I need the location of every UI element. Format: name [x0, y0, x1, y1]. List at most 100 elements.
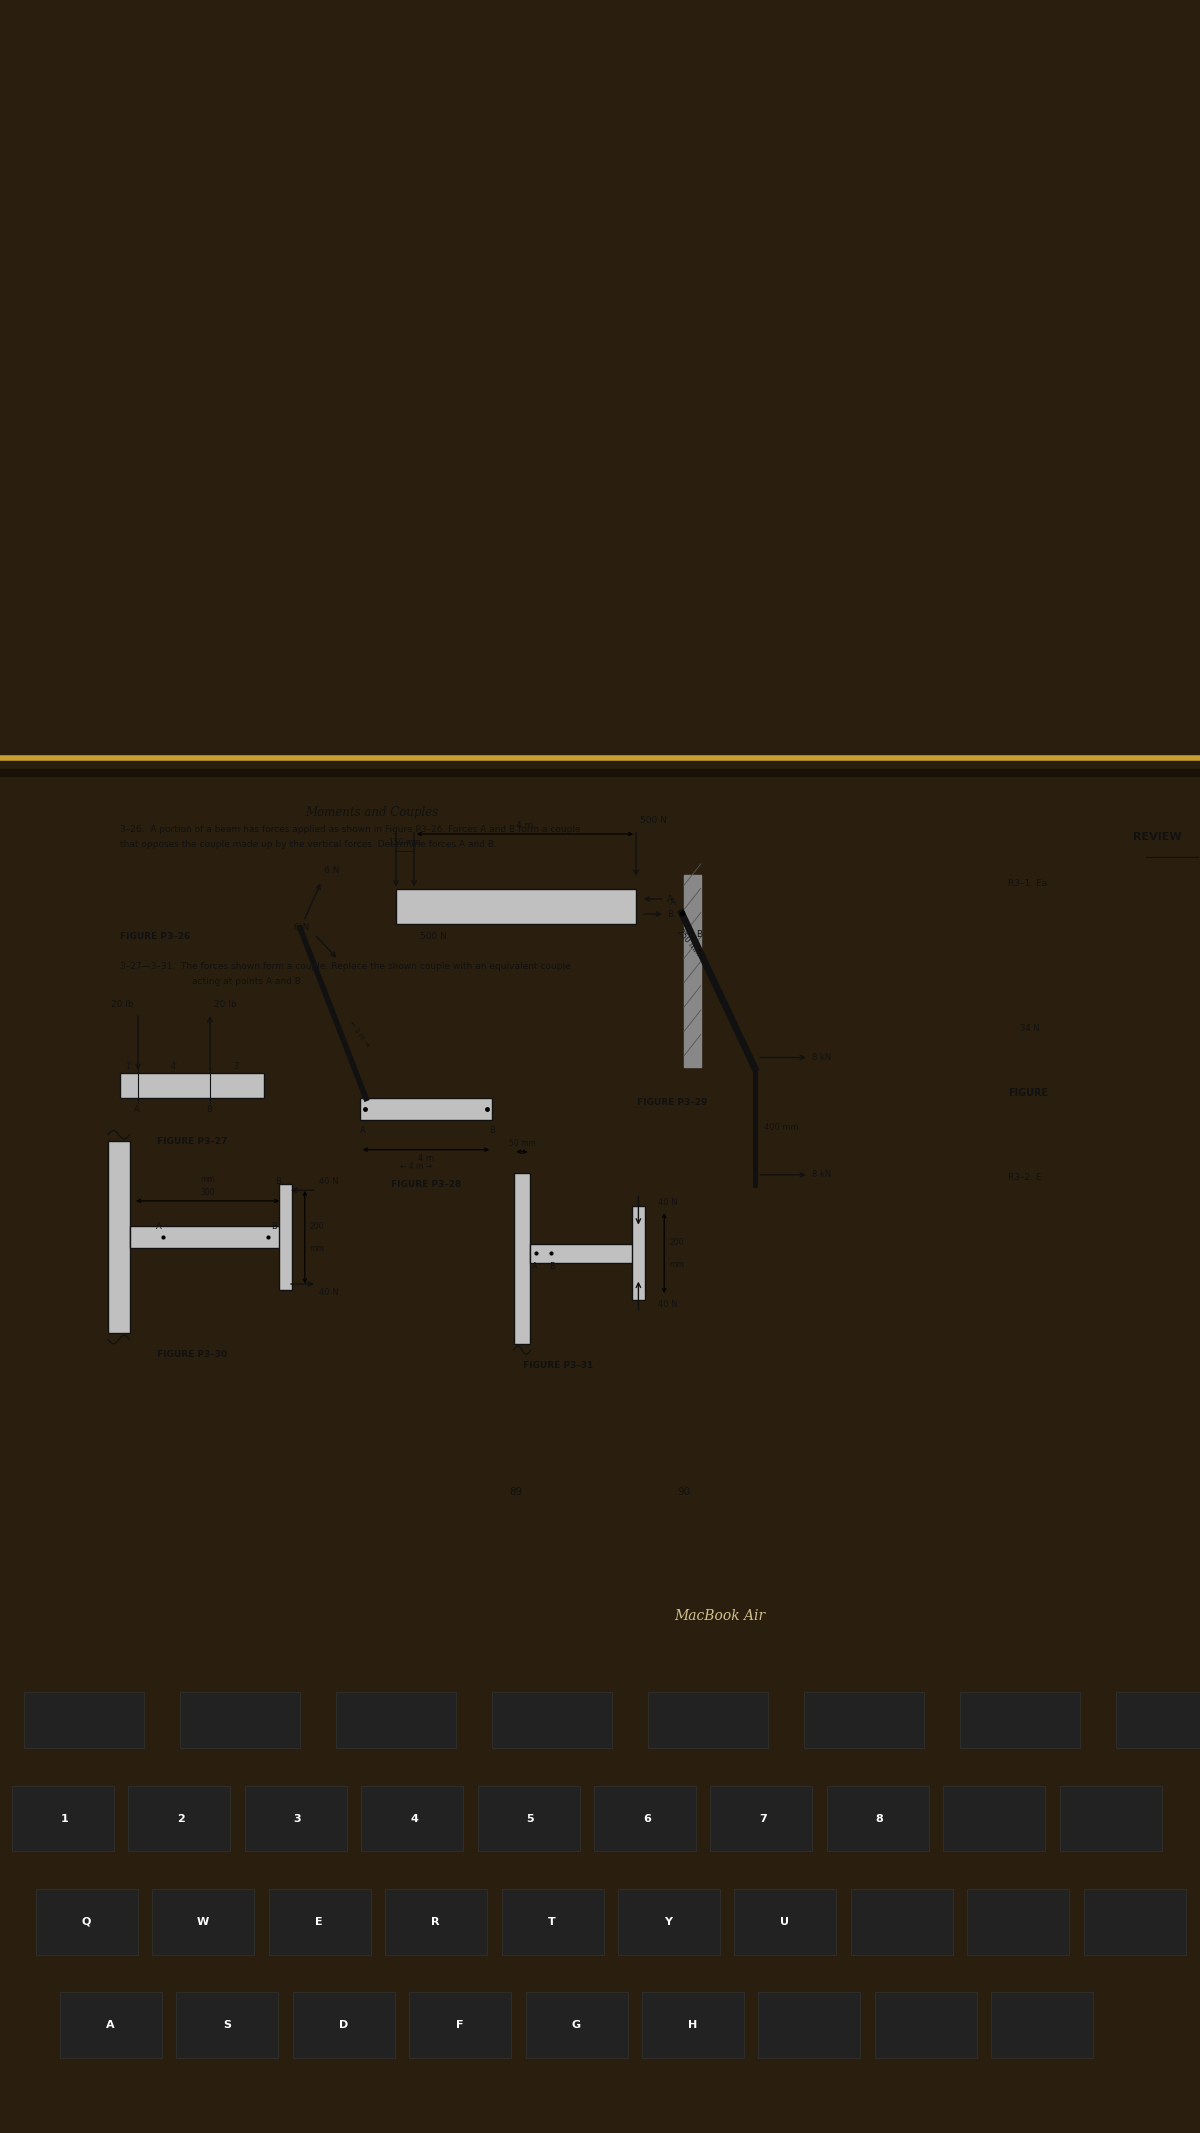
Bar — [642, 1992, 744, 2058]
Text: 4 m: 4 m — [516, 821, 534, 830]
Text: 40 N: 40 N — [319, 1288, 338, 1297]
Bar — [24, 1691, 144, 1749]
Text: acting at points A and B.: acting at points A and B. — [192, 977, 304, 985]
Text: A: A — [667, 894, 673, 904]
Text: mm: mm — [310, 1244, 324, 1252]
Text: 6 N: 6 N — [294, 924, 310, 932]
Text: R: R — [431, 1918, 440, 1926]
Bar — [1084, 1890, 1186, 1954]
Text: B: B — [696, 930, 702, 939]
Bar — [60, 1992, 162, 2058]
Text: Q: Q — [82, 1918, 91, 1926]
Text: R3–1. Ea: R3–1. Ea — [1008, 879, 1048, 887]
Text: B: B — [550, 1263, 554, 1271]
Bar — [280, 1184, 293, 1290]
Bar — [710, 1785, 812, 1851]
Text: FIGURE P3–28: FIGURE P3–28 — [391, 1180, 461, 1188]
Bar — [734, 1890, 836, 1954]
Text: 20 lb: 20 lb — [214, 1000, 236, 1009]
Text: 8 kN: 8 kN — [812, 1054, 832, 1062]
Bar — [943, 1785, 1045, 1851]
Text: 200: 200 — [670, 1237, 684, 1246]
Text: B: B — [490, 1126, 494, 1135]
Bar — [180, 1691, 300, 1749]
Polygon shape — [684, 875, 701, 1066]
Text: F: F — [456, 2020, 463, 2031]
Text: B: B — [271, 1222, 277, 1231]
Text: T: T — [548, 1918, 556, 1926]
Text: H: H — [688, 2020, 697, 2031]
Text: B: B — [275, 1177, 281, 1186]
Text: 500 N: 500 N — [420, 932, 446, 941]
Text: 4': 4' — [170, 1062, 178, 1071]
Text: mm: mm — [200, 1175, 215, 1184]
Bar — [269, 1890, 371, 1954]
Bar — [618, 1890, 720, 1954]
Text: B: B — [206, 1105, 211, 1113]
Text: 3: 3 — [294, 1813, 301, 1824]
Text: A: A — [106, 2020, 115, 2031]
Text: A: A — [156, 1222, 161, 1231]
Bar — [960, 1691, 1080, 1749]
Text: ← 4 m →: ← 4 m → — [401, 1162, 432, 1171]
Text: mm: mm — [670, 1258, 684, 1269]
Text: FIGURE: FIGURE — [1008, 1088, 1048, 1098]
Bar — [293, 1992, 395, 2058]
Text: R3–2. E: R3–2. E — [1008, 1173, 1042, 1182]
Text: 300: 300 — [200, 1188, 215, 1197]
Bar — [827, 1785, 929, 1851]
Text: 2: 2 — [178, 1813, 185, 1824]
Text: B: B — [667, 909, 673, 919]
Text: 3–27—3–31.  The forces shown form a couple. Replace the shown couple with an equ: 3–27—3–31. The forces shown form a coupl… — [120, 962, 571, 971]
Bar — [336, 1691, 456, 1749]
Text: FIGURE P3–30: FIGURE P3–30 — [157, 1350, 227, 1359]
Bar — [514, 1173, 530, 1344]
Text: 50 mm: 50 mm — [509, 1139, 535, 1148]
Bar — [967, 1890, 1069, 1954]
Bar — [360, 1098, 492, 1120]
Text: 3': 3' — [234, 1062, 240, 1071]
Text: 250 mm: 250 mm — [676, 928, 703, 958]
Bar — [526, 1992, 628, 2058]
Text: 200: 200 — [310, 1222, 324, 1231]
Text: ← 3 m →: ← 3 m → — [348, 1020, 371, 1049]
Text: S: S — [223, 2020, 230, 2031]
Bar — [632, 1207, 646, 1301]
Bar — [130, 1226, 286, 1248]
Text: 400 mm: 400 mm — [764, 1124, 799, 1133]
Text: W: W — [197, 1918, 209, 1926]
Bar — [478, 1785, 580, 1851]
Text: E: E — [316, 1918, 323, 1926]
Text: 500 N: 500 N — [640, 817, 666, 825]
Bar — [492, 1691, 612, 1749]
Text: 34 N: 34 N — [1020, 1024, 1039, 1032]
Text: 7: 7 — [760, 1813, 767, 1824]
Bar — [120, 1073, 264, 1098]
Bar — [396, 889, 636, 924]
Text: MacBook Air: MacBook Air — [674, 1608, 766, 1623]
Text: 40 N: 40 N — [319, 1177, 338, 1186]
Text: 89: 89 — [509, 1487, 523, 1497]
Text: 8: 8 — [876, 1813, 883, 1824]
Bar — [108, 1141, 130, 1333]
Bar — [851, 1890, 953, 1954]
Bar — [758, 1992, 860, 2058]
Text: FIGURE P3–31: FIGURE P3–31 — [523, 1361, 593, 1369]
Text: 4: 4 — [410, 1813, 418, 1824]
Bar — [594, 1785, 696, 1851]
Text: REVIEW: REVIEW — [1133, 832, 1182, 843]
Bar — [128, 1785, 230, 1851]
Text: 6: 6 — [643, 1813, 650, 1824]
Text: G: G — [571, 2020, 581, 2031]
Text: D: D — [338, 2020, 348, 2031]
Text: 3–26.  A portion of a beam has forces applied as shown in Figure P3–26. Forces A: 3–26. A portion of a beam has forces app… — [120, 825, 581, 834]
Text: A: A — [533, 1263, 538, 1271]
Text: A: A — [360, 1126, 365, 1135]
Text: 1': 1' — [126, 1062, 132, 1071]
Text: 6 N: 6 N — [324, 866, 340, 875]
Text: 4 m: 4 m — [418, 1154, 434, 1162]
Bar — [409, 1992, 511, 2058]
Text: Moments and Couples: Moments and Couples — [305, 806, 439, 819]
Bar — [152, 1890, 254, 1954]
Text: 150 mm: 150 mm — [389, 838, 420, 847]
